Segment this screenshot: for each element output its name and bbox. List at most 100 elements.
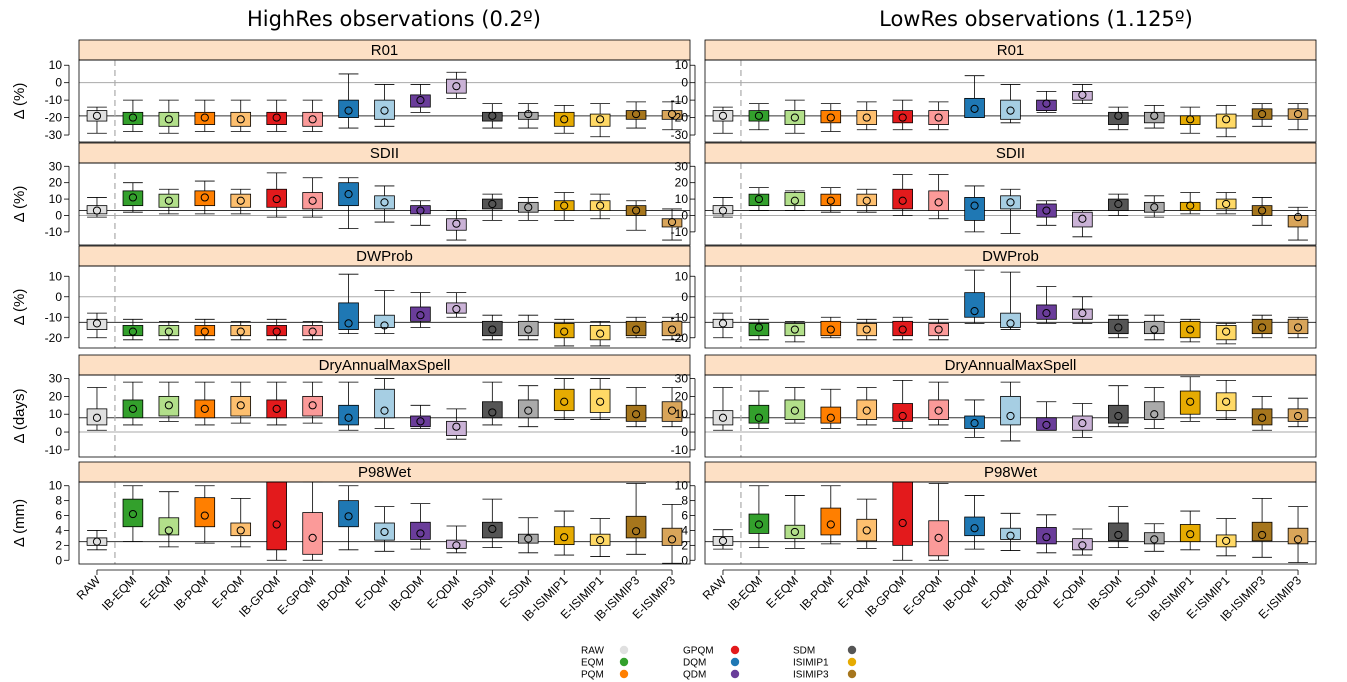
y-tick-label: 0	[55, 208, 62, 222]
box-iqr	[1000, 312, 1021, 328]
box-iqr	[517, 399, 539, 419]
box-IB-GPQM	[266, 318, 287, 341]
box-IB-PQM	[194, 318, 216, 341]
box-IB-EQM	[748, 187, 770, 211]
median-point	[416, 311, 425, 320]
strip-label: P98Wet	[984, 464, 1038, 481]
median-point	[164, 115, 173, 124]
box-IB-ISIMIP3	[625, 101, 647, 129]
strip-label: DryAnnualMaxSpell	[945, 357, 1077, 374]
box-iqr	[158, 395, 180, 417]
box-E-ISIMIP3	[1287, 316, 1309, 339]
box-RAW	[712, 529, 734, 550]
box-E-ISIMIP3	[1287, 206, 1309, 241]
box-iqr	[1036, 203, 1057, 218]
legend-item-sdm: SDM	[793, 646, 857, 657]
median-point	[631, 325, 641, 334]
box-E-ISIMIP3	[661, 208, 683, 241]
box-iqr	[820, 320, 842, 337]
y-tick-label: 2	[681, 538, 688, 552]
box-iqr	[1108, 404, 1129, 424]
box-E-DQM	[374, 185, 395, 223]
box-iqr	[712, 410, 734, 426]
box-iqr	[338, 182, 359, 207]
median-point	[1293, 109, 1303, 119]
median-point	[380, 106, 389, 115]
column-title-highres: HighRes observations (0.2º)	[247, 7, 541, 31]
box-IB-PQM	[820, 388, 842, 429]
box-E-QDM	[1072, 528, 1093, 556]
y-tick-label: -20	[671, 331, 689, 345]
box-IB-SDM	[482, 193, 503, 221]
median-point	[1114, 411, 1123, 421]
legend-label: ISIMIP1	[793, 658, 829, 669]
median-point	[898, 411, 907, 421]
median-point	[718, 536, 728, 545]
median-point	[164, 327, 173, 336]
panel-1-2: DWProb 10 0 -10 -20	[671, 245, 1317, 349]
box-iqr	[482, 198, 503, 210]
y-tick-label: 0	[681, 425, 688, 439]
median-point	[826, 520, 835, 529]
median-point	[164, 401, 173, 410]
median-point	[1006, 531, 1015, 540]
box-iqr	[410, 306, 431, 322]
box-E-ISIMIP3	[661, 503, 683, 564]
legend-swatch	[619, 657, 629, 667]
y-tick-label: -30	[45, 128, 63, 142]
y-tick-label: -10	[45, 225, 63, 239]
box-iqr	[374, 314, 395, 328]
box-E-PQM	[230, 188, 252, 215]
box-iqr	[1000, 99, 1021, 120]
box-iqr	[302, 192, 323, 210]
box-IB-SDM	[1108, 385, 1129, 428]
y-tick-label: 20	[675, 389, 689, 403]
box-E-ISIMIP3	[661, 316, 683, 341]
median-point	[898, 113, 907, 122]
box-E-PQM	[230, 497, 252, 548]
box-iqr	[892, 110, 913, 124]
box-E-EQM	[158, 188, 180, 215]
box-iqr	[482, 401, 503, 419]
y-tick-label: 8	[55, 494, 62, 508]
median-point	[667, 109, 677, 119]
legend-swatch	[730, 669, 740, 679]
box-iqr	[446, 302, 467, 314]
box-E-DQM	[374, 84, 395, 127]
box-IB-ISIMIP3	[625, 316, 647, 339]
median-point	[754, 520, 764, 529]
median-point	[1042, 206, 1051, 215]
median-point	[790, 527, 799, 537]
median-point	[308, 196, 317, 205]
box-iqr	[1179, 524, 1201, 543]
median-point	[344, 106, 353, 115]
y-tick-label: 0	[681, 553, 688, 567]
median-point	[308, 401, 317, 410]
box-iqr	[302, 325, 323, 337]
box-IB-SDM	[482, 498, 503, 548]
y-tick-label: 10	[49, 479, 63, 493]
median-point	[970, 524, 979, 533]
box-E-ISIMIP1	[1215, 322, 1237, 345]
box-iqr	[1215, 198, 1237, 210]
strip-label: R01	[371, 42, 399, 59]
median-point	[380, 198, 389, 207]
box-IB-SDM	[1108, 193, 1129, 216]
median-point	[1293, 323, 1303, 332]
median-point	[236, 115, 245, 124]
box-E-SDM	[517, 197, 539, 221]
box-E-SDM	[517, 385, 539, 428]
box-iqr	[964, 292, 985, 318]
box-E-ISIMIP3	[1287, 103, 1309, 131]
box-IB-EQM	[748, 103, 770, 131]
x-tick-label: IB-PQM	[171, 573, 211, 613]
box-iqr	[122, 111, 144, 125]
median-point	[1257, 109, 1267, 119]
median-point	[452, 304, 461, 314]
box-iqr	[1000, 395, 1021, 426]
box-IB-ISIMIP1	[553, 510, 575, 556]
box-iqr	[625, 320, 647, 337]
median-point	[416, 206, 425, 215]
median-point	[862, 406, 871, 415]
box-iqr	[928, 190, 949, 211]
